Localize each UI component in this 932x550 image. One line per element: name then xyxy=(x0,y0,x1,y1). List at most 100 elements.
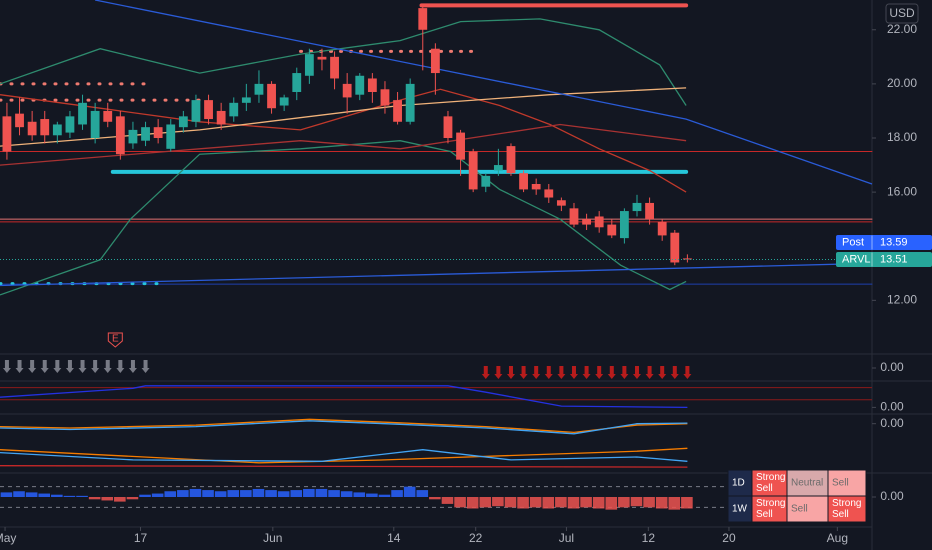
x-tick-label: 20 xyxy=(722,531,736,545)
price-label-value: 13.59 xyxy=(880,236,908,248)
candle-body xyxy=(178,116,188,128)
candle-body xyxy=(115,116,125,155)
candle-body xyxy=(153,127,163,138)
histogram-bar xyxy=(378,494,391,497)
histogram-bar xyxy=(38,493,51,497)
pane-line xyxy=(0,449,688,462)
histogram-bar xyxy=(114,497,126,502)
histogram-bar xyxy=(227,490,240,497)
x-tick-label: Jul xyxy=(559,531,574,545)
table-text: Sell xyxy=(791,504,808,515)
table-cell xyxy=(727,469,753,497)
histogram-bar xyxy=(164,491,177,497)
histogram-bar xyxy=(492,497,504,507)
candle-body xyxy=(682,258,692,260)
signal-arrow xyxy=(78,360,87,373)
candle-body xyxy=(2,116,12,152)
candle-body xyxy=(90,110,100,138)
histogram-bar xyxy=(265,490,277,497)
signal-arrow xyxy=(595,366,604,379)
signal-arrow xyxy=(557,366,566,379)
currency-label: USD xyxy=(889,6,915,20)
table-text: Neutral xyxy=(791,478,823,489)
overlay-line xyxy=(0,88,687,193)
histogram-bar xyxy=(177,490,189,497)
y-tick-label: 22.00 xyxy=(887,22,917,36)
candle-body xyxy=(594,216,604,228)
candle-body xyxy=(304,54,314,76)
candle-body xyxy=(393,100,402,122)
histogram-bar xyxy=(76,495,88,497)
candle-body xyxy=(670,232,680,263)
candle-body xyxy=(506,146,516,174)
candle-body xyxy=(355,75,365,95)
y-tick-label: 16.00 xyxy=(887,184,917,198)
event-label: E xyxy=(112,334,119,345)
histogram-bar xyxy=(214,491,227,497)
histogram-bar xyxy=(643,497,655,508)
signal-arrow xyxy=(128,360,137,373)
histogram-bar xyxy=(340,491,353,497)
signal-arrow xyxy=(569,366,578,379)
candle-body xyxy=(443,116,453,138)
histogram-bar xyxy=(391,490,403,497)
event-marker xyxy=(107,332,123,348)
candle-body xyxy=(405,83,415,122)
price-label-name: ARVL xyxy=(842,253,871,265)
histogram-bar xyxy=(441,497,454,504)
histogram-bar xyxy=(466,497,479,509)
histogram-bar xyxy=(504,497,517,508)
x-tick-label: 12 xyxy=(642,531,656,545)
signal-arrow xyxy=(141,360,150,373)
signal-arrow xyxy=(494,366,503,379)
price-label-name: Post xyxy=(842,236,864,248)
histogram-bar xyxy=(403,486,416,497)
histogram-bar xyxy=(252,488,265,497)
x-tick-label: 14 xyxy=(387,531,401,545)
candle-body xyxy=(468,151,478,190)
signal-arrow xyxy=(91,360,100,373)
overlay-line xyxy=(0,123,687,166)
signal-arrow xyxy=(632,366,641,379)
histogram-bar xyxy=(101,497,114,501)
table-text: 1D xyxy=(732,478,745,489)
histogram-bar xyxy=(580,497,592,508)
signal-arrow xyxy=(683,366,692,379)
histogram-bar xyxy=(0,492,13,497)
histogram-bar xyxy=(366,493,378,497)
signal-arrow xyxy=(519,366,528,379)
pane-tick-label: 0.00 xyxy=(880,360,904,374)
candle-body xyxy=(556,200,566,206)
candle-body xyxy=(456,132,465,160)
overlay-line xyxy=(94,0,873,185)
histogram-bar xyxy=(542,497,555,509)
x-tick-label: May xyxy=(0,531,16,545)
histogram-bar xyxy=(592,497,605,509)
table-cell xyxy=(727,495,753,523)
signal-arrow xyxy=(620,366,629,379)
table-text: Strong Sell xyxy=(756,498,785,520)
signal-arrow xyxy=(532,366,541,379)
pane-tick-label: 0.00 xyxy=(880,416,904,430)
x-tick-label: Aug xyxy=(827,531,848,545)
histogram-bar xyxy=(277,491,290,497)
signal-arrow xyxy=(65,360,74,373)
x-tick-label: Jun xyxy=(263,531,282,545)
candle-body xyxy=(128,129,138,144)
candle-body xyxy=(229,102,239,117)
signal-arrow xyxy=(670,366,679,379)
histogram-bar xyxy=(13,491,25,497)
signal-arrow xyxy=(481,366,490,379)
signal-arrow xyxy=(28,360,37,373)
histogram-bar xyxy=(517,497,529,509)
overlay-line xyxy=(0,262,873,287)
candle-body xyxy=(27,121,37,136)
histogram-bar xyxy=(681,497,693,509)
histogram-bar xyxy=(126,497,139,500)
histogram-bar xyxy=(151,493,164,497)
candle-body xyxy=(418,8,428,30)
currency-box xyxy=(885,3,919,24)
candle-body xyxy=(519,173,528,190)
candle-body xyxy=(216,110,226,125)
